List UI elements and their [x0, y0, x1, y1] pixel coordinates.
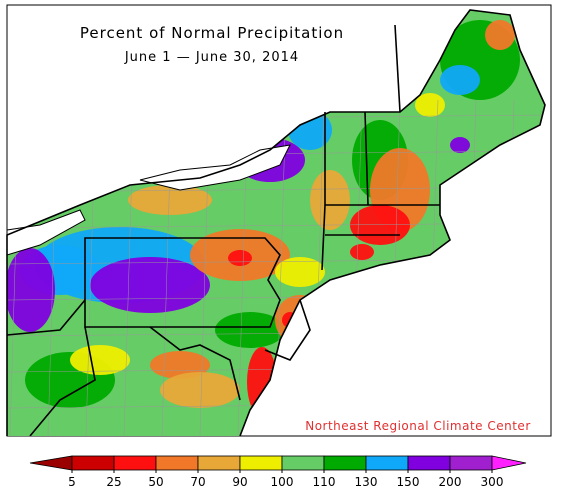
precip-region	[275, 257, 325, 287]
legend-swatch	[449, 455, 493, 471]
precip-region	[160, 372, 240, 408]
precip-region	[310, 170, 350, 230]
credit: Northeast Regional Climate Center	[305, 419, 531, 433]
legend-tick-label: 5	[68, 475, 76, 489]
precip-region	[90, 257, 210, 313]
state-borders	[6, 9, 546, 437]
legend-tick-label: 50	[148, 475, 163, 489]
legend-arrow-high	[491, 455, 527, 471]
color-legend: 5 25 50 70 90 100 110 130 150 200 300	[29, 455, 527, 489]
legend-swatch	[365, 455, 409, 471]
legend-swatch	[323, 455, 367, 471]
precip-region	[150, 351, 210, 379]
legend-tick-label: 100	[271, 475, 294, 489]
legend-tick-label: 200	[439, 475, 462, 489]
legend-tick-label: 110	[313, 475, 336, 489]
legend-tick-label: 150	[397, 475, 420, 489]
precip-region	[415, 93, 445, 117]
legend-swatch	[281, 455, 325, 471]
legend-swatch	[197, 455, 241, 471]
precip-region	[450, 137, 470, 153]
precip-region	[7, 248, 55, 332]
precip-region	[440, 65, 480, 95]
precip-region	[228, 250, 252, 266]
map-title: Percent of Normal Precipitation	[80, 24, 344, 42]
legend-swatch	[113, 455, 157, 471]
legend-swatch	[71, 455, 115, 471]
legend-arrow-low	[29, 455, 73, 471]
precip-region	[485, 20, 515, 50]
legend-tick-label: 25	[106, 475, 121, 489]
legend-tick-label: 130	[355, 475, 378, 489]
precip-region	[350, 244, 374, 260]
legend-tick-label: 300	[481, 475, 504, 489]
lake-ontario	[139, 144, 291, 191]
precip-region	[70, 345, 130, 375]
legend-tick-label: 90	[232, 475, 247, 489]
precip-region	[215, 312, 285, 348]
legend-swatch	[239, 455, 283, 471]
legend-swatch	[407, 455, 451, 471]
map-subtitle: June 1 — June 30, 2014	[124, 50, 299, 65]
legend-tick-label: 70	[190, 475, 205, 489]
legend-swatch	[155, 455, 199, 471]
precip-region	[128, 185, 212, 215]
